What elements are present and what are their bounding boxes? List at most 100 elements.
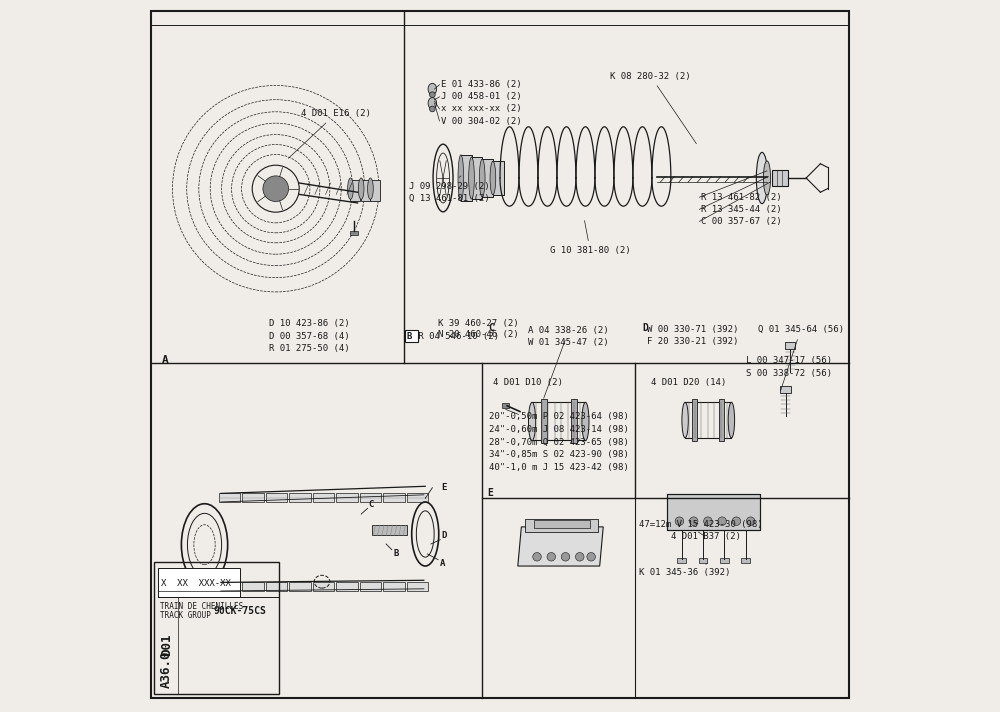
Ellipse shape (458, 155, 464, 201)
Circle shape (689, 517, 698, 525)
Bar (719, 399, 724, 441)
Text: D 10 423-86 (2): D 10 423-86 (2) (269, 320, 349, 328)
Bar (336, 493, 358, 502)
Ellipse shape (490, 162, 496, 194)
Text: R 13 345-44 (2): R 13 345-44 (2) (701, 205, 781, 214)
Text: R 01 275-50 (4): R 01 275-50 (4) (269, 344, 349, 352)
Bar (350, 231, 358, 235)
Ellipse shape (756, 152, 768, 204)
Bar (772, 170, 788, 186)
Ellipse shape (368, 178, 373, 199)
Text: J 09 298-29 (2): J 09 298-29 (2) (409, 176, 489, 191)
Bar (154, 562, 279, 694)
Text: D01: D01 (160, 633, 173, 656)
Ellipse shape (469, 157, 474, 199)
Bar (692, 399, 697, 441)
Text: N 20 460-46 (2): N 20 460-46 (2) (438, 330, 519, 339)
Bar (289, 582, 311, 591)
Bar (525, 519, 598, 532)
Ellipse shape (682, 402, 688, 438)
Bar (289, 493, 311, 502)
Bar (493, 161, 504, 194)
Bar (780, 386, 791, 393)
Text: X  XX  XXX-XX: X XX XXX-XX (161, 580, 231, 588)
Text: A: A (162, 355, 169, 365)
Text: A36.0: A36.0 (160, 651, 173, 688)
Text: F 20 330-21 (392): F 20 330-21 (392) (647, 337, 738, 346)
Bar (502, 403, 509, 408)
Text: W 00 330-71 (392): W 00 330-71 (392) (647, 325, 738, 334)
Text: R 04 546-10 (2): R 04 546-10 (2) (413, 332, 499, 340)
Text: 90CK-75CS: 90CK-75CS (214, 606, 267, 616)
Circle shape (561, 553, 570, 561)
Bar (482, 159, 493, 197)
Bar (372, 525, 407, 535)
Bar (266, 493, 287, 502)
Bar (360, 493, 381, 502)
Text: Q 01 345-64 (56): Q 01 345-64 (56) (758, 325, 844, 390)
Bar (361, 180, 370, 201)
Ellipse shape (582, 402, 589, 441)
Bar (336, 582, 358, 591)
Text: TRACK GROUP: TRACK GROUP (160, 612, 211, 620)
Text: L 00 347-17 (56): L 00 347-17 (56) (746, 357, 832, 365)
Text: V 00 304-02 (2): V 00 304-02 (2) (441, 117, 522, 125)
Circle shape (675, 517, 684, 525)
Text: 34"-0,85m S 02 423-90 (98): 34"-0,85m S 02 423-90 (98) (489, 451, 628, 459)
Text: TRAIN DE CHENILLES: TRAIN DE CHENILLES (160, 602, 243, 611)
Ellipse shape (428, 98, 437, 109)
Text: E: E (442, 483, 447, 492)
Bar (677, 558, 686, 563)
Text: x xx xxx-xx (2): x xx xxx-xx (2) (441, 105, 522, 113)
Circle shape (704, 517, 712, 525)
Bar (350, 180, 360, 201)
Ellipse shape (763, 161, 771, 195)
Text: 4 D01 D20 (14): 4 D01 D20 (14) (651, 378, 726, 387)
Text: Q 13 461-81 (2): Q 13 461-81 (2) (409, 194, 489, 203)
Text: 28"-0,70m Q 02 423-65 (98): 28"-0,70m Q 02 423-65 (98) (489, 438, 628, 446)
Circle shape (746, 517, 755, 525)
Text: W 01 345-47 (2): W 01 345-47 (2) (528, 338, 609, 347)
Text: D: D (642, 323, 648, 333)
Circle shape (587, 553, 595, 561)
Bar (461, 155, 472, 201)
Ellipse shape (428, 83, 437, 95)
Text: D: D (442, 531, 447, 540)
Text: K 01 345-36 (392): K 01 345-36 (392) (639, 563, 730, 577)
Ellipse shape (528, 402, 536, 441)
Bar (219, 582, 240, 591)
Ellipse shape (358, 178, 364, 199)
Text: S 00 338-72 (56): S 00 338-72 (56) (746, 369, 832, 377)
Circle shape (263, 176, 289, 201)
Bar (158, 568, 240, 597)
Bar (242, 582, 264, 591)
Bar (383, 493, 405, 502)
Text: C: C (489, 323, 494, 333)
Text: 40"-1,0 m J 15 423-42 (98): 40"-1,0 m J 15 423-42 (98) (489, 464, 628, 472)
Bar (219, 493, 240, 502)
Text: R 13 461-82 (2): R 13 461-82 (2) (701, 193, 781, 201)
Circle shape (575, 553, 584, 561)
Text: J 00 458-01 (2): J 00 458-01 (2) (441, 93, 522, 101)
Text: K 39 460-27 (2): K 39 460-27 (2) (438, 319, 519, 328)
Text: D 00 357-68 (4): D 00 357-68 (4) (269, 332, 349, 340)
Ellipse shape (430, 92, 435, 98)
Bar (532, 402, 585, 440)
Text: B: B (393, 550, 399, 558)
Bar (685, 402, 731, 438)
Text: 4 D01 B37 (2): 4 D01 B37 (2) (671, 532, 741, 541)
Text: B: B (406, 332, 412, 340)
Bar (699, 558, 707, 563)
Bar (571, 399, 577, 443)
Bar (360, 582, 381, 591)
Bar (370, 180, 380, 201)
Bar (472, 157, 482, 199)
Text: 4 D01 E16 (2): 4 D01 E16 (2) (288, 110, 371, 158)
Bar (405, 330, 418, 342)
Bar (313, 493, 334, 502)
Circle shape (718, 517, 726, 525)
Circle shape (732, 517, 741, 525)
Ellipse shape (348, 178, 353, 199)
Text: E 01 433-86 (2): E 01 433-86 (2) (441, 80, 522, 89)
Bar (242, 493, 264, 502)
